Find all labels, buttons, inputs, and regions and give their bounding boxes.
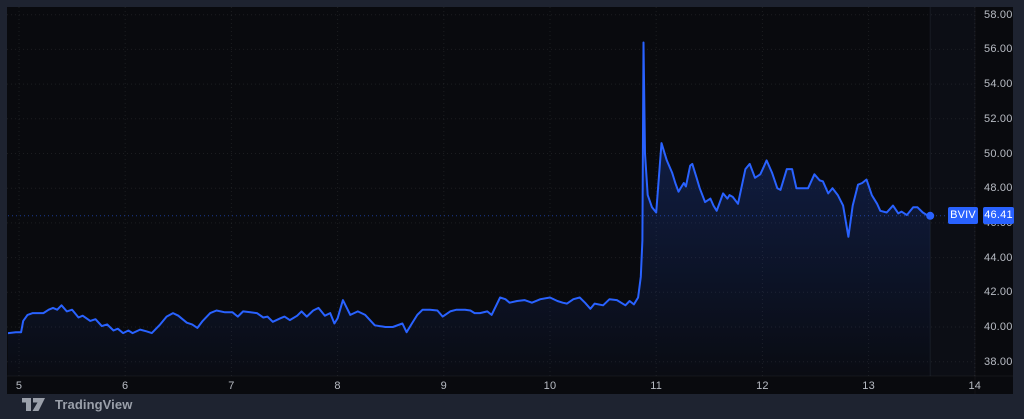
x-axis-label: 5 (15, 380, 23, 392)
x-axis-label: 10 (543, 380, 557, 392)
y-axis-label: 42.00 (984, 286, 1013, 299)
x-axis-label: 8 (334, 380, 341, 392)
y-axis-label: 38.00 (984, 355, 1013, 368)
tradingview-logo-icon (22, 398, 45, 411)
y-axis-label: 40.00 (984, 321, 1013, 333)
y-axis-label: 50.00 (984, 147, 1013, 160)
y-axis-label: 44.00 (984, 251, 1013, 264)
x-axis-label: 11 (650, 380, 663, 392)
y-axis-label: 54.00 (984, 78, 1013, 91)
y-axis-label: 48.00 (984, 182, 1013, 195)
x-axis-label: 7 (228, 380, 235, 392)
x-axis-label: 6 (122, 380, 129, 392)
series-symbol-label: BVIV (948, 207, 978, 225)
y-axis-label: 56.00 (984, 43, 1013, 56)
series-price-label: 46.41 (983, 207, 1014, 225)
x-axis-label: 14 (968, 380, 982, 392)
chart-pane[interactable] (7, 7, 1013, 394)
x-axis-label: 13 (862, 380, 875, 392)
tradingview-attribution[interactable]: TradingView (21, 396, 132, 413)
y-axis-label: 58.00 (984, 8, 1013, 21)
x-axis-label: 12 (756, 380, 769, 392)
attribution-label: TradingView (55, 397, 133, 412)
y-axis-label: 52.00 (984, 112, 1013, 125)
x-axis-label: 9 (440, 380, 447, 392)
